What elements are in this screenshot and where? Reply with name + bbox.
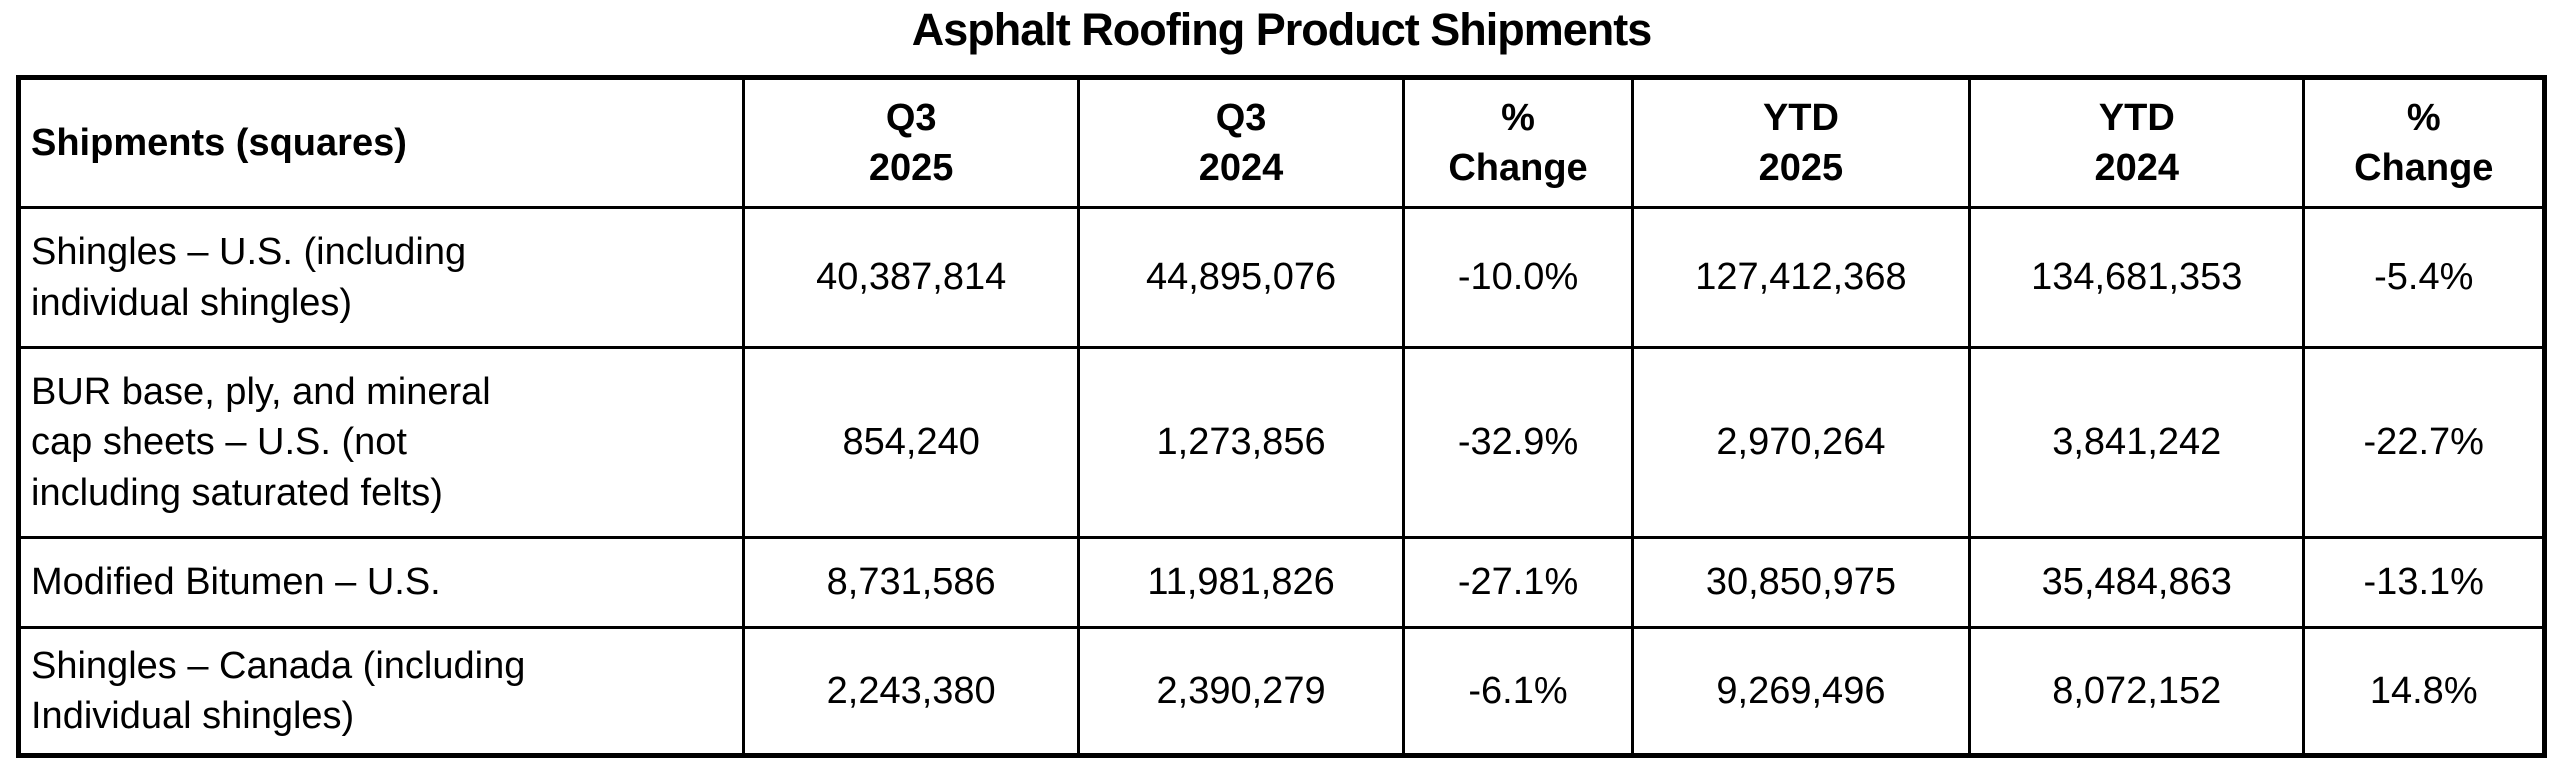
page-title: Asphalt Roofing Product Shipments bbox=[911, 4, 1653, 55]
corner-header: Shipments (squares) bbox=[16, 76, 746, 209]
table-row-shingles-us: Shingles – U.S. (including individual sh… bbox=[16, 206, 2546, 349]
cell-pct-change-q3: -27.1% bbox=[1402, 536, 1634, 629]
row-label: BUR base, ply, and mineral cap sheets – … bbox=[16, 346, 746, 539]
cell-q3-2024: 1,273,856 bbox=[1076, 346, 1406, 539]
column-header-ytd-2024: YTD 2024 bbox=[1968, 76, 2306, 209]
column-header-q3-2025: Q3 2025 bbox=[742, 76, 1080, 209]
cell-pct-change-q3: -10.0% bbox=[1402, 206, 1634, 349]
cell-q3-2024: 11,981,826 bbox=[1076, 536, 1406, 629]
cell-pct-change-ytd: -22.7% bbox=[2302, 346, 2546, 539]
cell-ytd-2024: 3,841,242 bbox=[1968, 346, 2306, 539]
table-row-modified-bitumen-us: Modified Bitumen – U.S. 8,731,586 11,981… bbox=[16, 536, 2546, 629]
row-label: Shingles – U.S. (including individual sh… bbox=[16, 206, 746, 349]
cell-q3-2024: 2,390,279 bbox=[1076, 626, 1406, 757]
row-label: Shingles – Canada (including Individual … bbox=[16, 626, 746, 757]
column-header-q3-2024: Q3 2024 bbox=[1076, 76, 1406, 209]
column-header-ytd-2025: YTD 2025 bbox=[1630, 76, 1972, 209]
cell-pct-change-q3: -32.9% bbox=[1402, 346, 1634, 539]
cell-pct-change-q3: -6.1% bbox=[1402, 626, 1634, 757]
cell-ytd-2025: 9,269,496 bbox=[1630, 626, 1972, 757]
column-header-pct-change-q3: % Change bbox=[1402, 76, 1634, 209]
cell-ytd-2024: 8,072,152 bbox=[1968, 626, 2306, 757]
cell-ytd-2024: 35,484,863 bbox=[1968, 536, 2306, 629]
table-row-shingles-canada: Shingles – Canada (including Individual … bbox=[16, 626, 2546, 757]
cell-q3-2024: 44,895,076 bbox=[1076, 206, 1406, 349]
cell-q3-2025: 854,240 bbox=[742, 346, 1080, 539]
cell-ytd-2025: 30,850,975 bbox=[1630, 536, 1972, 629]
cell-ytd-2024: 134,681,353 bbox=[1968, 206, 2306, 349]
cell-pct-change-ytd: -13.1% bbox=[2302, 536, 2546, 629]
cell-q3-2025: 2,243,380 bbox=[742, 626, 1080, 757]
shipments-table: Shipments (squares) Q3 2025 Q3 2024 % Ch… bbox=[16, 75, 2547, 758]
row-label: Modified Bitumen – U.S. bbox=[16, 536, 746, 629]
column-header-pct-change-ytd: % Change bbox=[2302, 76, 2546, 209]
cell-pct-change-ytd: 14.8% bbox=[2302, 626, 2546, 757]
header-row: Shipments (squares) Q3 2025 Q3 2024 % Ch… bbox=[16, 76, 2546, 209]
cell-ytd-2025: 2,970,264 bbox=[1630, 346, 1972, 539]
cell-q3-2025: 8,731,586 bbox=[742, 536, 1080, 629]
cell-ytd-2025: 127,412,368 bbox=[1630, 206, 1972, 349]
table-row-bur-sheets-us: BUR base, ply, and mineral cap sheets – … bbox=[16, 346, 2546, 539]
cell-pct-change-ytd: -5.4% bbox=[2302, 206, 2546, 349]
cell-q3-2025: 40,387,814 bbox=[742, 206, 1080, 349]
